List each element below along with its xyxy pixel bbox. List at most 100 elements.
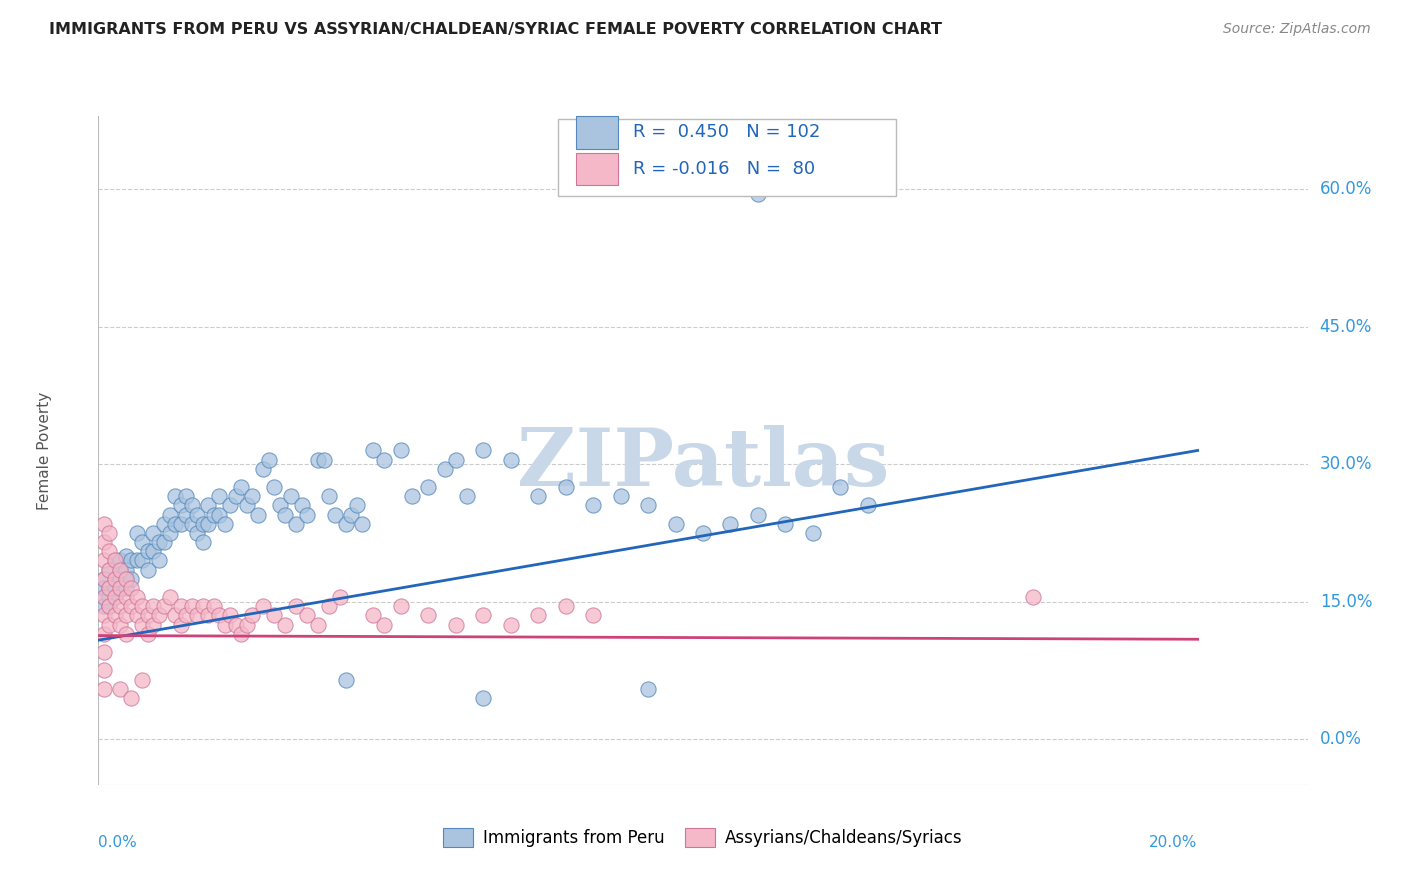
Point — [104, 572, 127, 586]
Point — [98, 617, 121, 632]
Point — [110, 563, 132, 577]
Point — [110, 617, 132, 632]
Point — [499, 452, 522, 467]
Text: IMMIGRANTS FROM PERU VS ASSYRIAN/CHALDEAN/SYRIAC FEMALE POVERTY CORRELATION CHAR: IMMIGRANTS FROM PERU VS ASSYRIAN/CHALDEA… — [49, 22, 942, 37]
Point — [274, 617, 297, 632]
Point — [472, 443, 495, 458]
Point — [444, 452, 467, 467]
Point — [98, 599, 121, 614]
FancyBboxPatch shape — [576, 117, 619, 149]
Text: ZIPatlas: ZIPatlas — [517, 425, 889, 503]
Point — [180, 499, 202, 513]
Point — [335, 516, 357, 531]
Point — [142, 617, 165, 632]
Text: 15.0%: 15.0% — [1320, 592, 1372, 611]
Text: R = -0.016   N =  80: R = -0.016 N = 80 — [633, 160, 815, 178]
Point — [637, 499, 659, 513]
Point — [93, 516, 115, 531]
Point — [297, 608, 319, 623]
Point — [554, 599, 576, 614]
Point — [208, 508, 231, 522]
Point — [274, 508, 297, 522]
Point — [125, 590, 148, 604]
Point — [202, 508, 225, 522]
Point — [291, 499, 314, 513]
Point — [191, 516, 214, 531]
Point — [335, 673, 357, 687]
Point — [136, 544, 159, 558]
Point — [104, 590, 127, 604]
Point — [120, 553, 142, 567]
Point — [110, 581, 132, 595]
Point — [93, 572, 115, 586]
Point — [136, 608, 159, 623]
Text: Source: ZipAtlas.com: Source: ZipAtlas.com — [1223, 22, 1371, 37]
Point — [170, 516, 193, 531]
Point — [180, 599, 202, 614]
Point — [115, 608, 138, 623]
Point — [747, 186, 769, 201]
Text: 0.0%: 0.0% — [98, 836, 138, 850]
Point — [104, 581, 127, 595]
Point — [775, 516, 797, 531]
Point — [472, 608, 495, 623]
Point — [98, 599, 121, 614]
Point — [93, 590, 115, 604]
Point — [191, 535, 214, 549]
Point — [830, 480, 852, 494]
Point — [176, 489, 198, 503]
Point — [136, 626, 159, 640]
Point — [93, 581, 115, 595]
Point — [637, 681, 659, 696]
Text: 45.0%: 45.0% — [1320, 318, 1372, 335]
Point — [582, 608, 605, 623]
Point — [110, 599, 132, 614]
Point — [361, 443, 384, 458]
Point — [240, 489, 263, 503]
Point — [856, 499, 879, 513]
Point — [165, 489, 187, 503]
Point — [297, 508, 319, 522]
Point — [202, 599, 225, 614]
Point — [340, 508, 363, 522]
Point — [125, 608, 148, 623]
Point — [159, 508, 181, 522]
Point — [110, 553, 132, 567]
Point — [269, 499, 291, 513]
Point — [93, 608, 115, 623]
Point — [747, 508, 769, 522]
Text: Female Poverty: Female Poverty — [37, 392, 52, 509]
Point — [136, 563, 159, 577]
Point — [186, 508, 208, 522]
Point — [307, 452, 329, 467]
Point — [197, 499, 219, 513]
Point — [176, 608, 198, 623]
Point — [131, 599, 153, 614]
Point — [197, 516, 219, 531]
Point — [148, 553, 170, 567]
Point — [170, 499, 193, 513]
Point — [159, 590, 181, 604]
Point — [98, 590, 121, 604]
Point — [120, 690, 142, 705]
Point — [120, 599, 142, 614]
Point — [285, 599, 308, 614]
Point — [312, 452, 335, 467]
Point — [93, 590, 115, 604]
Point — [110, 563, 132, 577]
Point — [373, 452, 395, 467]
Point — [240, 608, 263, 623]
Point — [214, 516, 236, 531]
Point — [142, 525, 165, 540]
Text: 0.0%: 0.0% — [1320, 731, 1361, 748]
Text: 20.0%: 20.0% — [1149, 836, 1198, 850]
Point — [472, 690, 495, 705]
Point — [225, 617, 247, 632]
Point — [236, 499, 259, 513]
Point — [252, 599, 274, 614]
Point — [280, 489, 302, 503]
Point — [93, 535, 115, 549]
Point — [418, 480, 440, 494]
Point — [318, 599, 340, 614]
Point — [110, 681, 132, 696]
